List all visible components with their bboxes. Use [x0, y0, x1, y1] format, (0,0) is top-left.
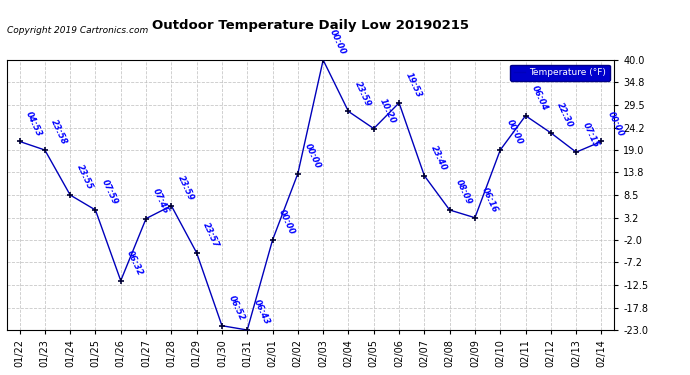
- Text: 23:59: 23:59: [353, 80, 373, 108]
- Text: Outdoor Temperature Daily Low 20190215: Outdoor Temperature Daily Low 20190215: [152, 19, 469, 32]
- Text: 00:00: 00:00: [505, 118, 524, 147]
- Text: 07:15: 07:15: [581, 120, 600, 149]
- Text: 06:16: 06:16: [480, 186, 499, 214]
- Text: 08:09: 08:09: [454, 178, 474, 207]
- Text: 00:00: 00:00: [328, 28, 347, 57]
- Text: 04:53: 04:53: [24, 110, 43, 138]
- Text: 00:00: 00:00: [606, 110, 626, 138]
- Legend: Temperature (°F): Temperature (°F): [510, 64, 609, 81]
- Text: 10:20: 10:20: [378, 97, 398, 125]
- Text: 22:30: 22:30: [555, 101, 575, 129]
- Text: 00:00: 00:00: [302, 142, 322, 170]
- Text: 07:59: 07:59: [100, 178, 119, 207]
- Text: 07:46: 07:46: [150, 187, 170, 215]
- Text: Copyright 2019 Cartronics.com: Copyright 2019 Cartronics.com: [7, 26, 148, 35]
- Text: 23:58: 23:58: [50, 118, 69, 147]
- Text: 23:57: 23:57: [201, 221, 221, 249]
- Text: 23:55: 23:55: [75, 164, 95, 192]
- Text: 19:53: 19:53: [404, 71, 423, 99]
- Text: 23:40: 23:40: [429, 144, 448, 172]
- Text: 06:04: 06:04: [530, 84, 550, 112]
- Text: 06:43: 06:43: [252, 298, 271, 327]
- Text: 00:00: 00:00: [277, 209, 297, 237]
- Text: 06:52: 06:52: [226, 294, 246, 322]
- Text: 23:59: 23:59: [176, 174, 195, 202]
- Text: 06:32: 06:32: [126, 249, 145, 277]
